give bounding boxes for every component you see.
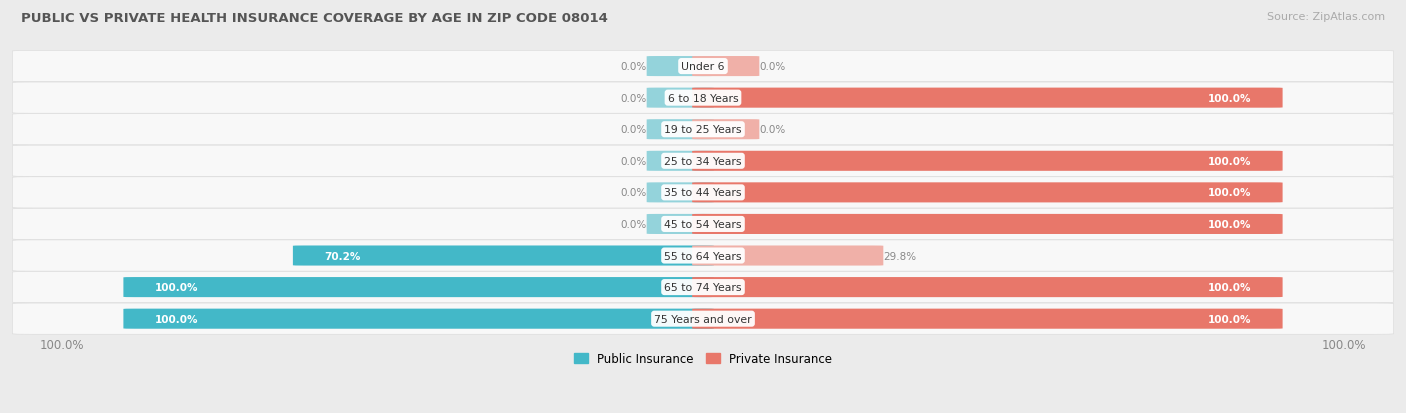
Text: 25 to 34 Years: 25 to 34 Years [664, 157, 742, 166]
FancyBboxPatch shape [647, 152, 714, 171]
FancyBboxPatch shape [692, 183, 1282, 203]
FancyBboxPatch shape [692, 57, 759, 77]
FancyBboxPatch shape [13, 146, 1393, 177]
FancyBboxPatch shape [647, 183, 714, 203]
Text: 100.0%: 100.0% [155, 282, 198, 292]
Text: 100.0%: 100.0% [1208, 219, 1251, 229]
Text: Source: ZipAtlas.com: Source: ZipAtlas.com [1267, 12, 1385, 22]
Text: 55 to 64 Years: 55 to 64 Years [664, 251, 742, 261]
Text: 0.0%: 0.0% [759, 125, 786, 135]
Text: 100.0%: 100.0% [1208, 93, 1251, 103]
FancyBboxPatch shape [692, 120, 759, 140]
Text: 19 to 25 Years: 19 to 25 Years [664, 125, 742, 135]
FancyBboxPatch shape [692, 246, 883, 266]
Text: 45 to 54 Years: 45 to 54 Years [664, 219, 742, 229]
Text: 100.0%: 100.0% [1322, 338, 1367, 351]
FancyBboxPatch shape [124, 278, 714, 297]
Text: 29.8%: 29.8% [883, 251, 917, 261]
Text: 0.0%: 0.0% [620, 62, 647, 72]
Text: 100.0%: 100.0% [1208, 188, 1251, 198]
Text: 0.0%: 0.0% [620, 125, 647, 135]
Text: 100.0%: 100.0% [1208, 282, 1251, 292]
Text: 100.0%: 100.0% [1208, 314, 1251, 324]
FancyBboxPatch shape [13, 83, 1393, 114]
FancyBboxPatch shape [692, 309, 1282, 329]
FancyBboxPatch shape [13, 177, 1393, 209]
FancyBboxPatch shape [13, 114, 1393, 145]
Text: Under 6: Under 6 [682, 62, 724, 72]
FancyBboxPatch shape [13, 240, 1393, 271]
Text: 0.0%: 0.0% [620, 219, 647, 229]
Text: 100.0%: 100.0% [39, 338, 84, 351]
FancyBboxPatch shape [647, 120, 714, 140]
Text: 35 to 44 Years: 35 to 44 Years [664, 188, 742, 198]
FancyBboxPatch shape [13, 209, 1393, 240]
Text: 100.0%: 100.0% [1208, 157, 1251, 166]
Text: 0.0%: 0.0% [759, 62, 786, 72]
FancyBboxPatch shape [692, 278, 1282, 297]
Text: PUBLIC VS PRIVATE HEALTH INSURANCE COVERAGE BY AGE IN ZIP CODE 08014: PUBLIC VS PRIVATE HEALTH INSURANCE COVER… [21, 12, 607, 25]
FancyBboxPatch shape [13, 51, 1393, 83]
Legend: Public Insurance, Private Insurance: Public Insurance, Private Insurance [569, 347, 837, 370]
FancyBboxPatch shape [292, 246, 714, 266]
Text: 6 to 18 Years: 6 to 18 Years [668, 93, 738, 103]
Text: 0.0%: 0.0% [620, 93, 647, 103]
Text: 0.0%: 0.0% [620, 188, 647, 198]
Text: 75 Years and over: 75 Years and over [654, 314, 752, 324]
FancyBboxPatch shape [647, 57, 714, 77]
FancyBboxPatch shape [13, 272, 1393, 303]
FancyBboxPatch shape [13, 303, 1393, 335]
FancyBboxPatch shape [692, 152, 1282, 171]
Text: 0.0%: 0.0% [620, 157, 647, 166]
FancyBboxPatch shape [692, 214, 1282, 235]
FancyBboxPatch shape [692, 88, 1282, 109]
FancyBboxPatch shape [647, 88, 714, 109]
Text: 65 to 74 Years: 65 to 74 Years [664, 282, 742, 292]
Text: 70.2%: 70.2% [323, 251, 360, 261]
FancyBboxPatch shape [647, 214, 714, 235]
FancyBboxPatch shape [124, 309, 714, 329]
Text: 100.0%: 100.0% [155, 314, 198, 324]
